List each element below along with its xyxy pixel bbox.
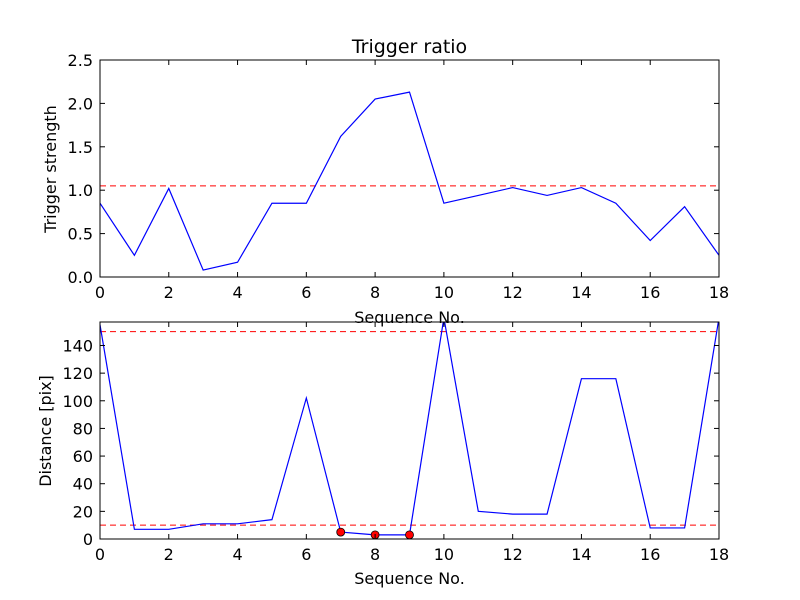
x-tick-label: 0 xyxy=(95,545,105,564)
plot-frame xyxy=(99,321,720,540)
x-tick-label: 8 xyxy=(370,283,380,302)
y-tick-label: 20 xyxy=(73,502,93,521)
x-tick-label: 14 xyxy=(571,545,591,564)
x-tick-label: 18 xyxy=(709,283,729,302)
x-tick-label: 12 xyxy=(502,283,522,302)
y-tick-label: 60 xyxy=(73,447,93,466)
y-tick-label: 2.0 xyxy=(68,94,93,113)
x-tick-label: 16 xyxy=(640,283,660,302)
data-point xyxy=(405,530,414,540)
y-tick-label: 0 xyxy=(83,530,93,549)
distance-chart: Sequence No. Distance [pix] 0 2 4 6 8 10 12 14 1… xyxy=(36,321,729,588)
y-tick-label: 0.5 xyxy=(68,225,93,244)
y-tick-label: 0.0 xyxy=(68,268,93,287)
x-tick-label: 16 xyxy=(640,545,660,564)
y-tick-label: 140 xyxy=(62,336,93,355)
y-tick-label: 2.5 xyxy=(68,51,93,70)
trigger-ratio-chart: Trigger ratio Sequence No. Trigger stren… xyxy=(41,36,729,327)
x-tick-label: 10 xyxy=(434,545,454,564)
x-tick-label: 0 xyxy=(95,283,105,302)
y-axis-label: Trigger strength xyxy=(41,105,60,234)
x-axis-label: Sequence No. xyxy=(354,569,465,588)
plot-area xyxy=(100,91,719,271)
x-tick-label: 6 xyxy=(301,283,311,302)
x-tick-label: 12 xyxy=(502,545,522,564)
y-tick-label: 40 xyxy=(73,475,93,494)
plot-frame xyxy=(99,59,720,278)
x-tick-label: 6 xyxy=(301,545,311,564)
y-axis-label: Distance [pix] xyxy=(36,375,55,487)
x-tick-label: 2 xyxy=(164,545,174,564)
x-tick-label: 2 xyxy=(164,283,174,302)
x-axis-label: Sequence No. xyxy=(354,308,465,327)
x-tick-label: 4 xyxy=(232,283,242,302)
y-tick-label: 1.0 xyxy=(68,181,93,200)
x-tick-label: 18 xyxy=(709,545,729,564)
x-tick-label: 8 xyxy=(370,545,380,564)
x-tick-label: 10 xyxy=(434,283,454,302)
data-point xyxy=(336,527,346,537)
y-tick-label: 100 xyxy=(62,392,93,411)
y-tick-label: 120 xyxy=(62,364,93,383)
series-line xyxy=(100,91,719,271)
y-tick-label: 1.5 xyxy=(68,138,93,157)
x-tick-label: 14 xyxy=(571,283,591,302)
x-tick-label: 4 xyxy=(232,545,242,564)
y-tick-label: 80 xyxy=(73,419,93,438)
chart-title: Trigger ratio xyxy=(351,36,467,58)
